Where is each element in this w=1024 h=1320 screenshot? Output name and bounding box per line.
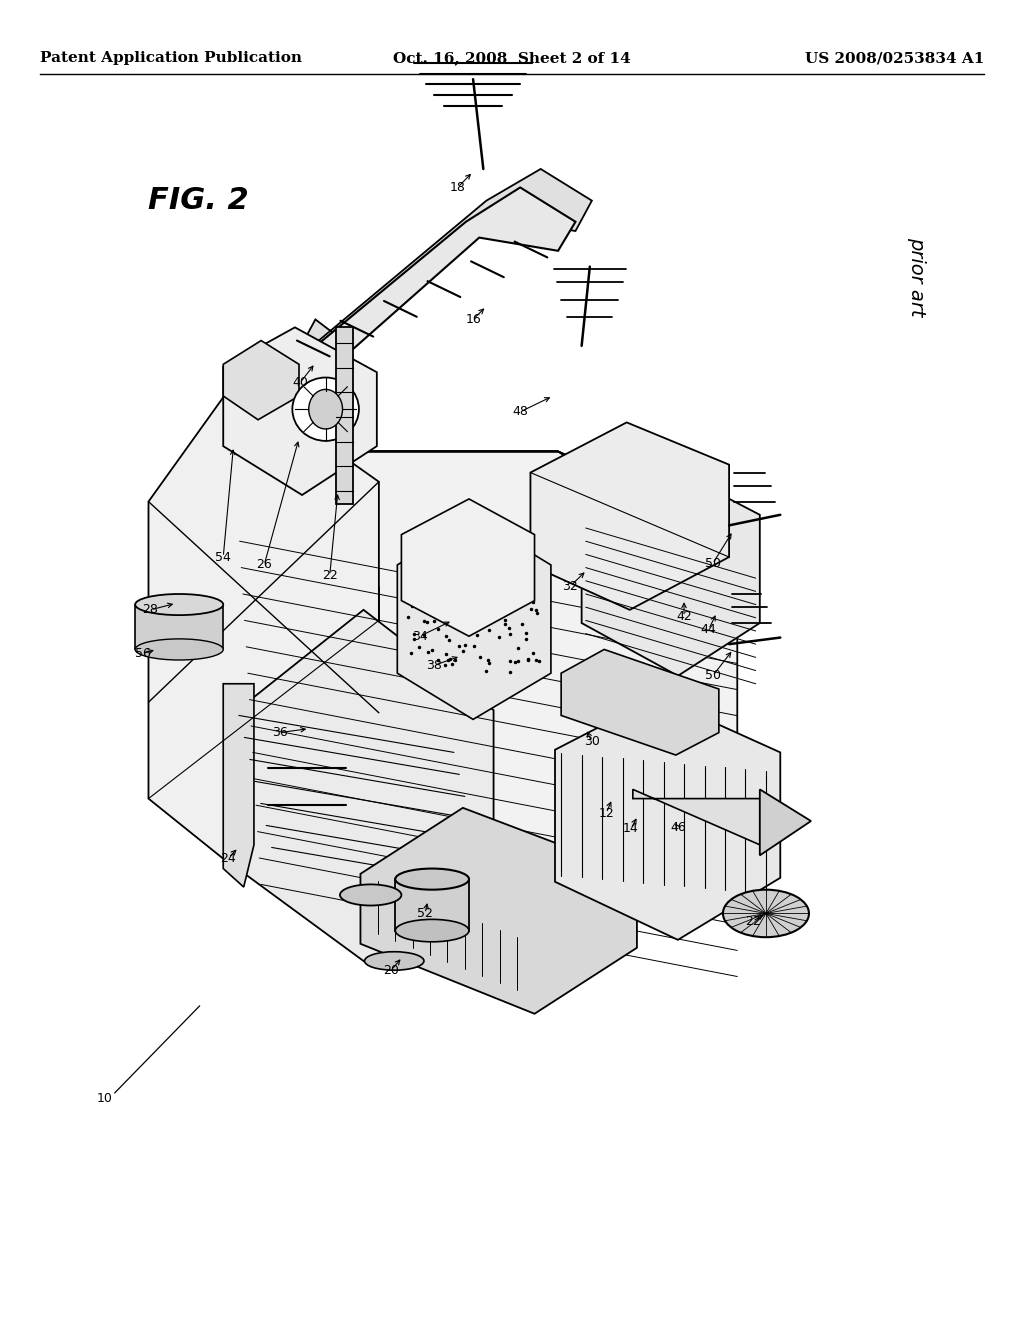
Polygon shape [223, 341, 299, 420]
Text: 30: 30 [584, 735, 600, 748]
Ellipse shape [135, 594, 223, 615]
Text: 14: 14 [623, 822, 639, 836]
Text: 16: 16 [465, 313, 481, 326]
Text: Patent Application Publication: Patent Application Publication [40, 51, 302, 65]
Polygon shape [238, 610, 494, 966]
Text: 12: 12 [598, 807, 614, 820]
Ellipse shape [135, 639, 223, 660]
Polygon shape [271, 187, 575, 383]
Ellipse shape [395, 920, 469, 942]
Text: 34: 34 [412, 630, 428, 643]
Text: 48: 48 [512, 405, 528, 418]
Text: prior art: prior art [907, 238, 926, 317]
Text: 54: 54 [215, 550, 231, 564]
Polygon shape [236, 451, 737, 904]
Text: 18: 18 [450, 181, 466, 194]
Ellipse shape [365, 952, 424, 970]
Text: US 2008/0253834 A1: US 2008/0253834 A1 [805, 51, 984, 65]
Ellipse shape [340, 884, 401, 906]
Polygon shape [582, 465, 760, 676]
Polygon shape [223, 327, 377, 495]
Bar [336, 327, 353, 504]
Text: 26: 26 [256, 558, 272, 572]
Polygon shape [633, 789, 760, 845]
Text: 28: 28 [142, 603, 159, 616]
Ellipse shape [309, 389, 342, 429]
Polygon shape [148, 380, 379, 869]
Text: 52: 52 [417, 907, 433, 920]
Ellipse shape [395, 869, 469, 890]
Text: 22: 22 [322, 569, 338, 582]
Text: 38: 38 [426, 659, 442, 672]
Polygon shape [395, 879, 469, 931]
Text: Oct. 16, 2008  Sheet 2 of 14: Oct. 16, 2008 Sheet 2 of 14 [393, 51, 631, 65]
Text: 20: 20 [383, 964, 399, 977]
Polygon shape [760, 789, 811, 855]
Polygon shape [135, 605, 223, 649]
Text: 44: 44 [700, 623, 717, 636]
Polygon shape [223, 684, 254, 887]
Text: 32: 32 [562, 579, 579, 593]
Text: 36: 36 [271, 726, 288, 739]
Polygon shape [360, 808, 637, 1014]
Polygon shape [555, 697, 780, 940]
Polygon shape [292, 169, 592, 363]
Polygon shape [401, 499, 535, 636]
Text: 22: 22 [744, 915, 761, 928]
Text: 46: 46 [670, 821, 686, 834]
Text: FIG. 2: FIG. 2 [148, 186, 249, 215]
Ellipse shape [723, 890, 809, 937]
Text: 50: 50 [705, 669, 721, 682]
Polygon shape [236, 475, 379, 904]
Text: 42: 42 [676, 610, 692, 623]
Text: 10: 10 [96, 1092, 113, 1105]
Text: 24: 24 [220, 851, 237, 865]
Text: 40: 40 [292, 376, 308, 389]
Polygon shape [561, 649, 719, 755]
Polygon shape [397, 517, 551, 719]
Polygon shape [530, 422, 729, 610]
Text: 56: 56 [135, 647, 152, 660]
Polygon shape [307, 451, 737, 570]
Text: 50: 50 [705, 557, 721, 570]
Ellipse shape [293, 378, 359, 441]
